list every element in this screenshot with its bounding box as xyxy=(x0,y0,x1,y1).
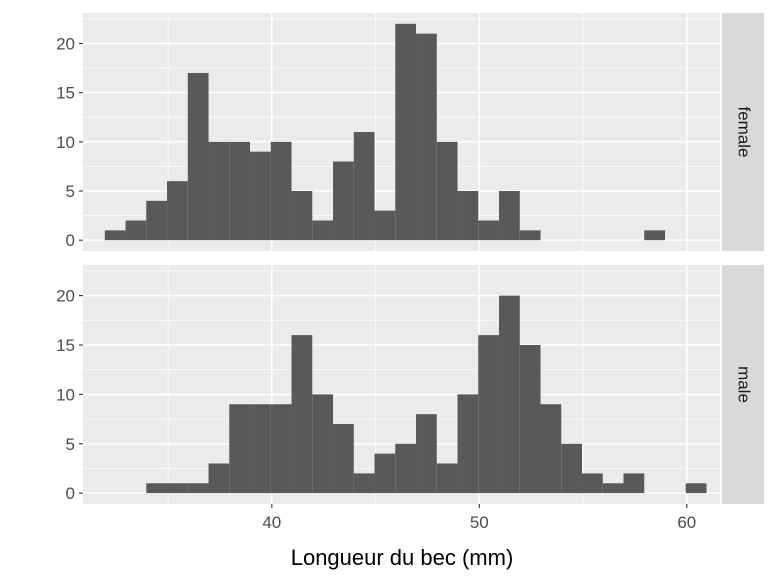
facet-strip xyxy=(722,13,764,251)
histogram-bar xyxy=(125,220,147,241)
histogram-bar xyxy=(291,335,313,494)
y-tick-label: 5 xyxy=(66,182,75,201)
y-tick-label: 20 xyxy=(56,287,75,306)
histogram-bar xyxy=(250,151,271,241)
histogram-bar xyxy=(582,473,603,494)
histogram-bar xyxy=(416,414,437,494)
y-tick-label: 0 xyxy=(66,484,75,503)
histogram-bar xyxy=(353,473,375,494)
histogram-bar xyxy=(416,33,437,241)
histogram-bar xyxy=(208,141,230,241)
histogram-bar xyxy=(478,220,500,241)
histogram-bar xyxy=(478,335,500,494)
facet-panel-female: 0 5 10 15 20 female xyxy=(56,13,764,251)
histogram-bar xyxy=(167,483,188,494)
facet-strip-label: female xyxy=(735,106,754,157)
histogram-bar xyxy=(457,394,479,494)
facet-strip-label: male xyxy=(735,366,754,403)
histogram-bar xyxy=(499,295,520,494)
histogram-bar xyxy=(519,344,541,494)
y-tick-label: 20 xyxy=(56,34,75,53)
histogram-bar xyxy=(395,443,417,494)
histogram-bar xyxy=(623,473,645,494)
histogram-bar xyxy=(333,161,354,241)
y-tick-label: 0 xyxy=(66,231,75,250)
y-tick-label: 15 xyxy=(56,336,75,355)
y-tick-label: 5 xyxy=(66,435,75,454)
y-tick-label: 10 xyxy=(56,133,75,152)
histogram-bar xyxy=(208,463,230,494)
histogram-bar xyxy=(374,210,396,241)
x-tick-label: 60 xyxy=(677,513,696,532)
histogram-bar xyxy=(270,141,292,241)
histogram-bar xyxy=(187,72,209,241)
x-axis-title: Longueur du bec (mm) xyxy=(291,545,514,570)
histogram-bar xyxy=(540,404,562,494)
facet-panel-male: 0 5 10 15 20 male xyxy=(56,265,764,504)
histogram-bar xyxy=(250,404,271,494)
histogram-bar xyxy=(146,200,168,241)
x-tick-label: 40 xyxy=(262,513,281,532)
histogram-bar xyxy=(436,463,458,494)
histogram-bar xyxy=(312,394,334,494)
y-tick-label: 15 xyxy=(56,84,75,103)
histogram-bar xyxy=(187,483,209,494)
histogram-bar xyxy=(395,23,417,241)
histogram-bar xyxy=(312,220,334,241)
histogram-bar xyxy=(374,453,396,494)
histogram-bar xyxy=(644,230,666,241)
histogram-bar xyxy=(104,230,126,241)
histogram-bar xyxy=(270,404,292,494)
x-tick-label: 50 xyxy=(470,513,489,532)
facet-strip xyxy=(722,265,764,504)
histogram-bar xyxy=(229,404,251,494)
histogram-bar xyxy=(499,191,520,241)
histogram-bar xyxy=(602,483,624,494)
histogram-bar xyxy=(353,132,375,241)
y-tick-label: 10 xyxy=(56,385,75,404)
histogram-bar xyxy=(685,483,707,494)
histogram-bar xyxy=(229,141,251,241)
histogram-bar xyxy=(291,191,313,241)
histogram-bar xyxy=(146,483,168,494)
histogram-bar xyxy=(457,191,479,241)
histogram-bar xyxy=(519,230,541,241)
histogram-bar xyxy=(167,181,188,241)
histogram-bar xyxy=(333,424,354,494)
histogram-bar xyxy=(436,141,458,241)
histogram-bar xyxy=(561,443,583,494)
